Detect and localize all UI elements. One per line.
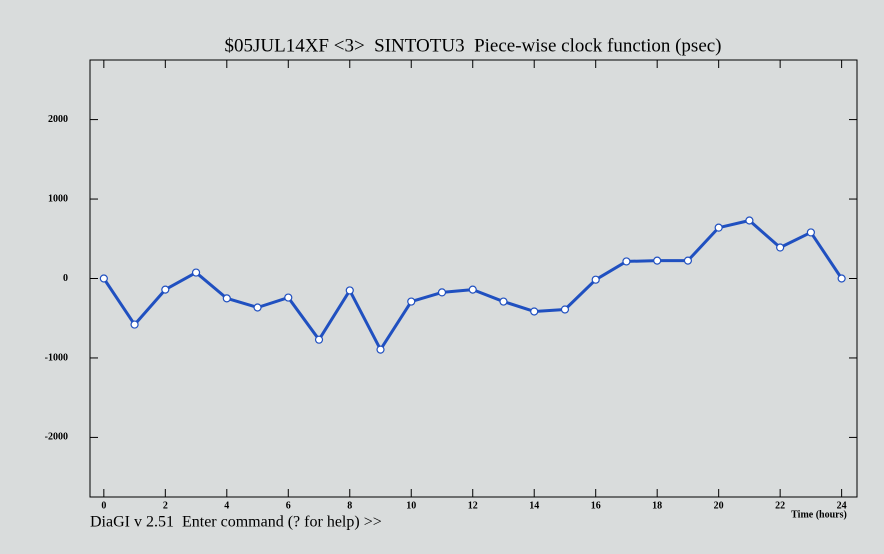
x-tick-label: 6 <box>286 500 291 511</box>
point-marker <box>437 288 447 297</box>
point-marker <box>776 243 785 252</box>
point-marker <box>714 223 723 232</box>
point-marker <box>345 286 354 295</box>
chart-title: $05JUL14XF <3> SINTOTU3 Piece-wise clock… <box>224 35 721 56</box>
x-tick-label: 8 <box>347 500 352 511</box>
point-marker <box>407 297 416 306</box>
x-tick-label: 18 <box>652 500 662 511</box>
x-tick-label: 20 <box>714 500 724 511</box>
x-tick-label: 14 <box>529 500 539 511</box>
y-tick-label: -2000 <box>45 432 68 443</box>
y-tick-label: 0 <box>63 273 68 284</box>
point-marker <box>745 216 754 225</box>
point-marker <box>806 228 815 237</box>
x-tick-label: 24 <box>837 500 847 511</box>
point-marker <box>284 293 293 302</box>
point-marker <box>560 305 570 314</box>
point-marker <box>191 268 201 277</box>
point-marker <box>222 294 231 303</box>
x-axis-label: Time (hours) <box>791 509 847 520</box>
point-marker <box>99 274 108 283</box>
point-marker <box>468 285 477 294</box>
command-prompt: DiaGI v 2.51 Enter command (? for help) … <box>90 514 382 531</box>
point-marker <box>622 257 631 266</box>
point-marker <box>653 256 662 265</box>
y-tick-label: 1000 <box>48 193 68 204</box>
x-tick-label: 10 <box>406 500 416 511</box>
point-marker <box>376 345 385 354</box>
point-marker <box>314 335 324 344</box>
point-marker <box>530 307 539 316</box>
x-tick-label: 0 <box>101 500 106 511</box>
point-marker <box>130 320 139 329</box>
x-tick-label: 12 <box>468 500 478 511</box>
y-tick-label: 2000 <box>48 114 68 125</box>
x-tick-label: 2 <box>163 500 168 511</box>
point-marker <box>499 297 508 306</box>
point-marker <box>837 274 846 283</box>
point-marker <box>683 256 693 265</box>
point-marker <box>253 303 262 312</box>
y-tick-label: -1000 <box>45 352 68 363</box>
x-tick-label: 4 <box>224 500 229 511</box>
point-marker <box>591 275 600 284</box>
point-marker <box>161 285 170 294</box>
x-tick-label: 16 <box>591 500 601 511</box>
x-tick-label: 22 <box>775 500 785 511</box>
